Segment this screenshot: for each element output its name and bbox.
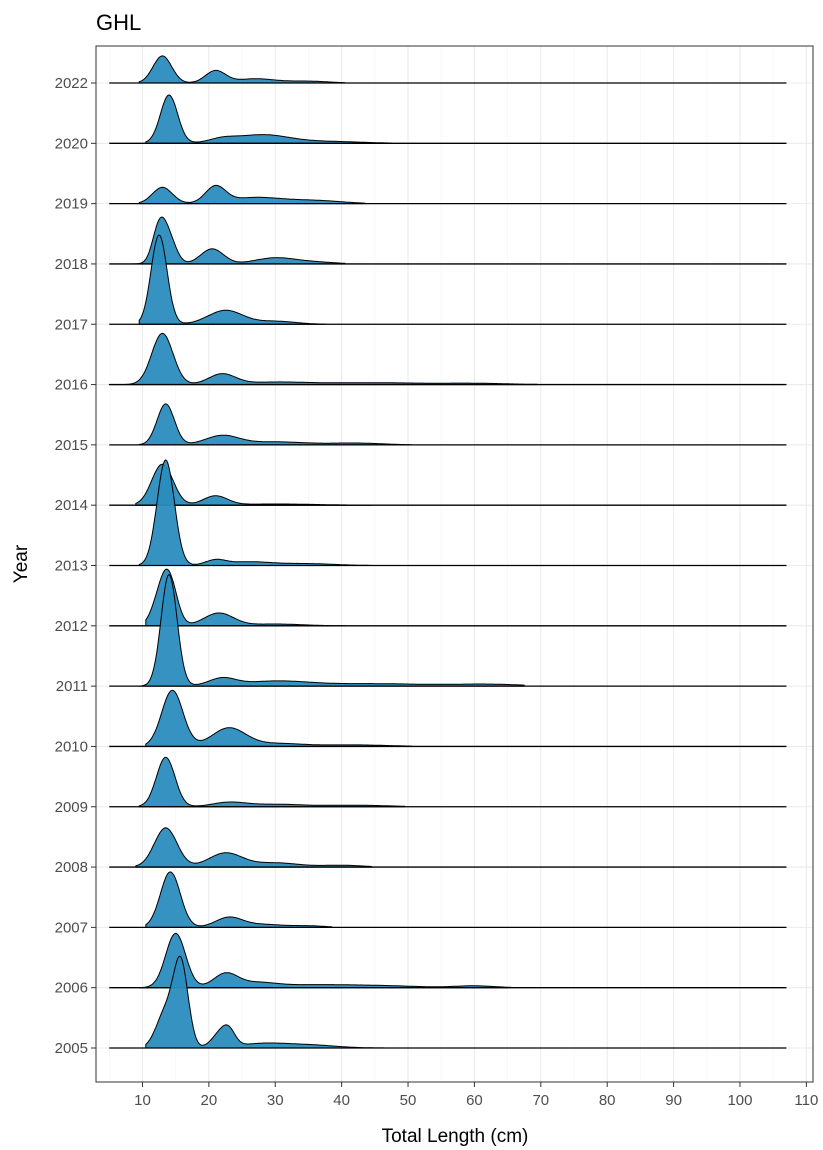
x-tick-label: 10 <box>134 1092 151 1109</box>
y-tick-label: 2012 <box>55 618 88 635</box>
density-area-2017 <box>138 234 326 325</box>
x-axis-title: Total Length (cm) <box>382 1126 529 1147</box>
ridge-2022 <box>109 55 787 84</box>
x-tick-label: 90 <box>665 1092 682 1109</box>
y-tick-label: 2008 <box>55 859 88 876</box>
chart-title: GHL <box>96 10 141 35</box>
density-area-2008 <box>135 827 372 868</box>
ridge-2009 <box>109 756 787 808</box>
x-tick-label: 50 <box>400 1092 417 1109</box>
ridge-2015 <box>109 403 787 446</box>
x-tick-label: 40 <box>333 1092 350 1109</box>
x-tick-label: 20 <box>201 1092 218 1109</box>
y-tick-label: 2006 <box>55 980 88 997</box>
ridge-2011 <box>109 574 787 687</box>
density-area-2010 <box>145 689 412 747</box>
density-area-2020 <box>145 94 392 144</box>
y-tick-label: 2018 <box>55 256 88 273</box>
y-tick-label: 2005 <box>55 1040 88 1057</box>
density-area-2011 <box>138 574 525 687</box>
y-tick-label: 2014 <box>55 497 88 514</box>
density-area-2006 <box>138 932 512 989</box>
plot-panel-border <box>95 45 814 1083</box>
x-tick-label: 70 <box>532 1092 549 1109</box>
x-tick-label: 110 <box>794 1092 818 1109</box>
x-axis: 10 20 30 40 50 60 70 80 90 100 110 <box>134 1082 818 1109</box>
density-area-2007 <box>145 871 333 928</box>
y-tick-label: 2009 <box>55 799 88 816</box>
y-tick-label: 2017 <box>55 316 88 333</box>
x-tick-label: 80 <box>599 1092 616 1109</box>
ridge-layers <box>108 55 787 1049</box>
ridge-2016 <box>108 332 787 386</box>
y-tick-label: 2020 <box>55 135 88 152</box>
y-tick-label: 2016 <box>55 377 88 394</box>
ridge-2008 <box>109 827 787 868</box>
density-area-2015 <box>138 403 412 446</box>
ridge-2020 <box>109 94 787 144</box>
x-tick-label: 100 <box>727 1092 752 1109</box>
x-tick-label: 30 <box>267 1092 284 1109</box>
density-area-2009 <box>138 756 406 808</box>
y-tick-label: 2011 <box>56 678 88 695</box>
y-tick-label: 2010 <box>55 738 88 755</box>
ridge-2019 <box>109 184 787 205</box>
density-area-2016 <box>108 332 538 386</box>
ridge-2006 <box>109 932 787 989</box>
y-axis: 2005 2006 2007 2008 2009 2010 2011 2012 2013 2014… <box>55 75 96 1057</box>
ridge-2005 <box>109 955 787 1049</box>
ridge-2007 <box>109 871 787 929</box>
y-tick-label: 2007 <box>55 919 88 936</box>
y-tick-label: 2013 <box>55 558 88 575</box>
y-tick-label: 2015 <box>55 437 88 454</box>
ridge-2010 <box>109 689 787 748</box>
ridge-2013 <box>109 459 787 567</box>
density-area-2019 <box>138 184 366 205</box>
x-tick-label: 60 <box>466 1092 483 1109</box>
y-axis-title: Year <box>11 544 32 583</box>
density-area-2013 <box>138 459 372 566</box>
y-tick-label: 2022 <box>55 75 88 92</box>
ridge-2017 <box>109 234 787 325</box>
density-area-2022 <box>138 55 346 84</box>
y-tick-label: 2019 <box>55 196 88 213</box>
